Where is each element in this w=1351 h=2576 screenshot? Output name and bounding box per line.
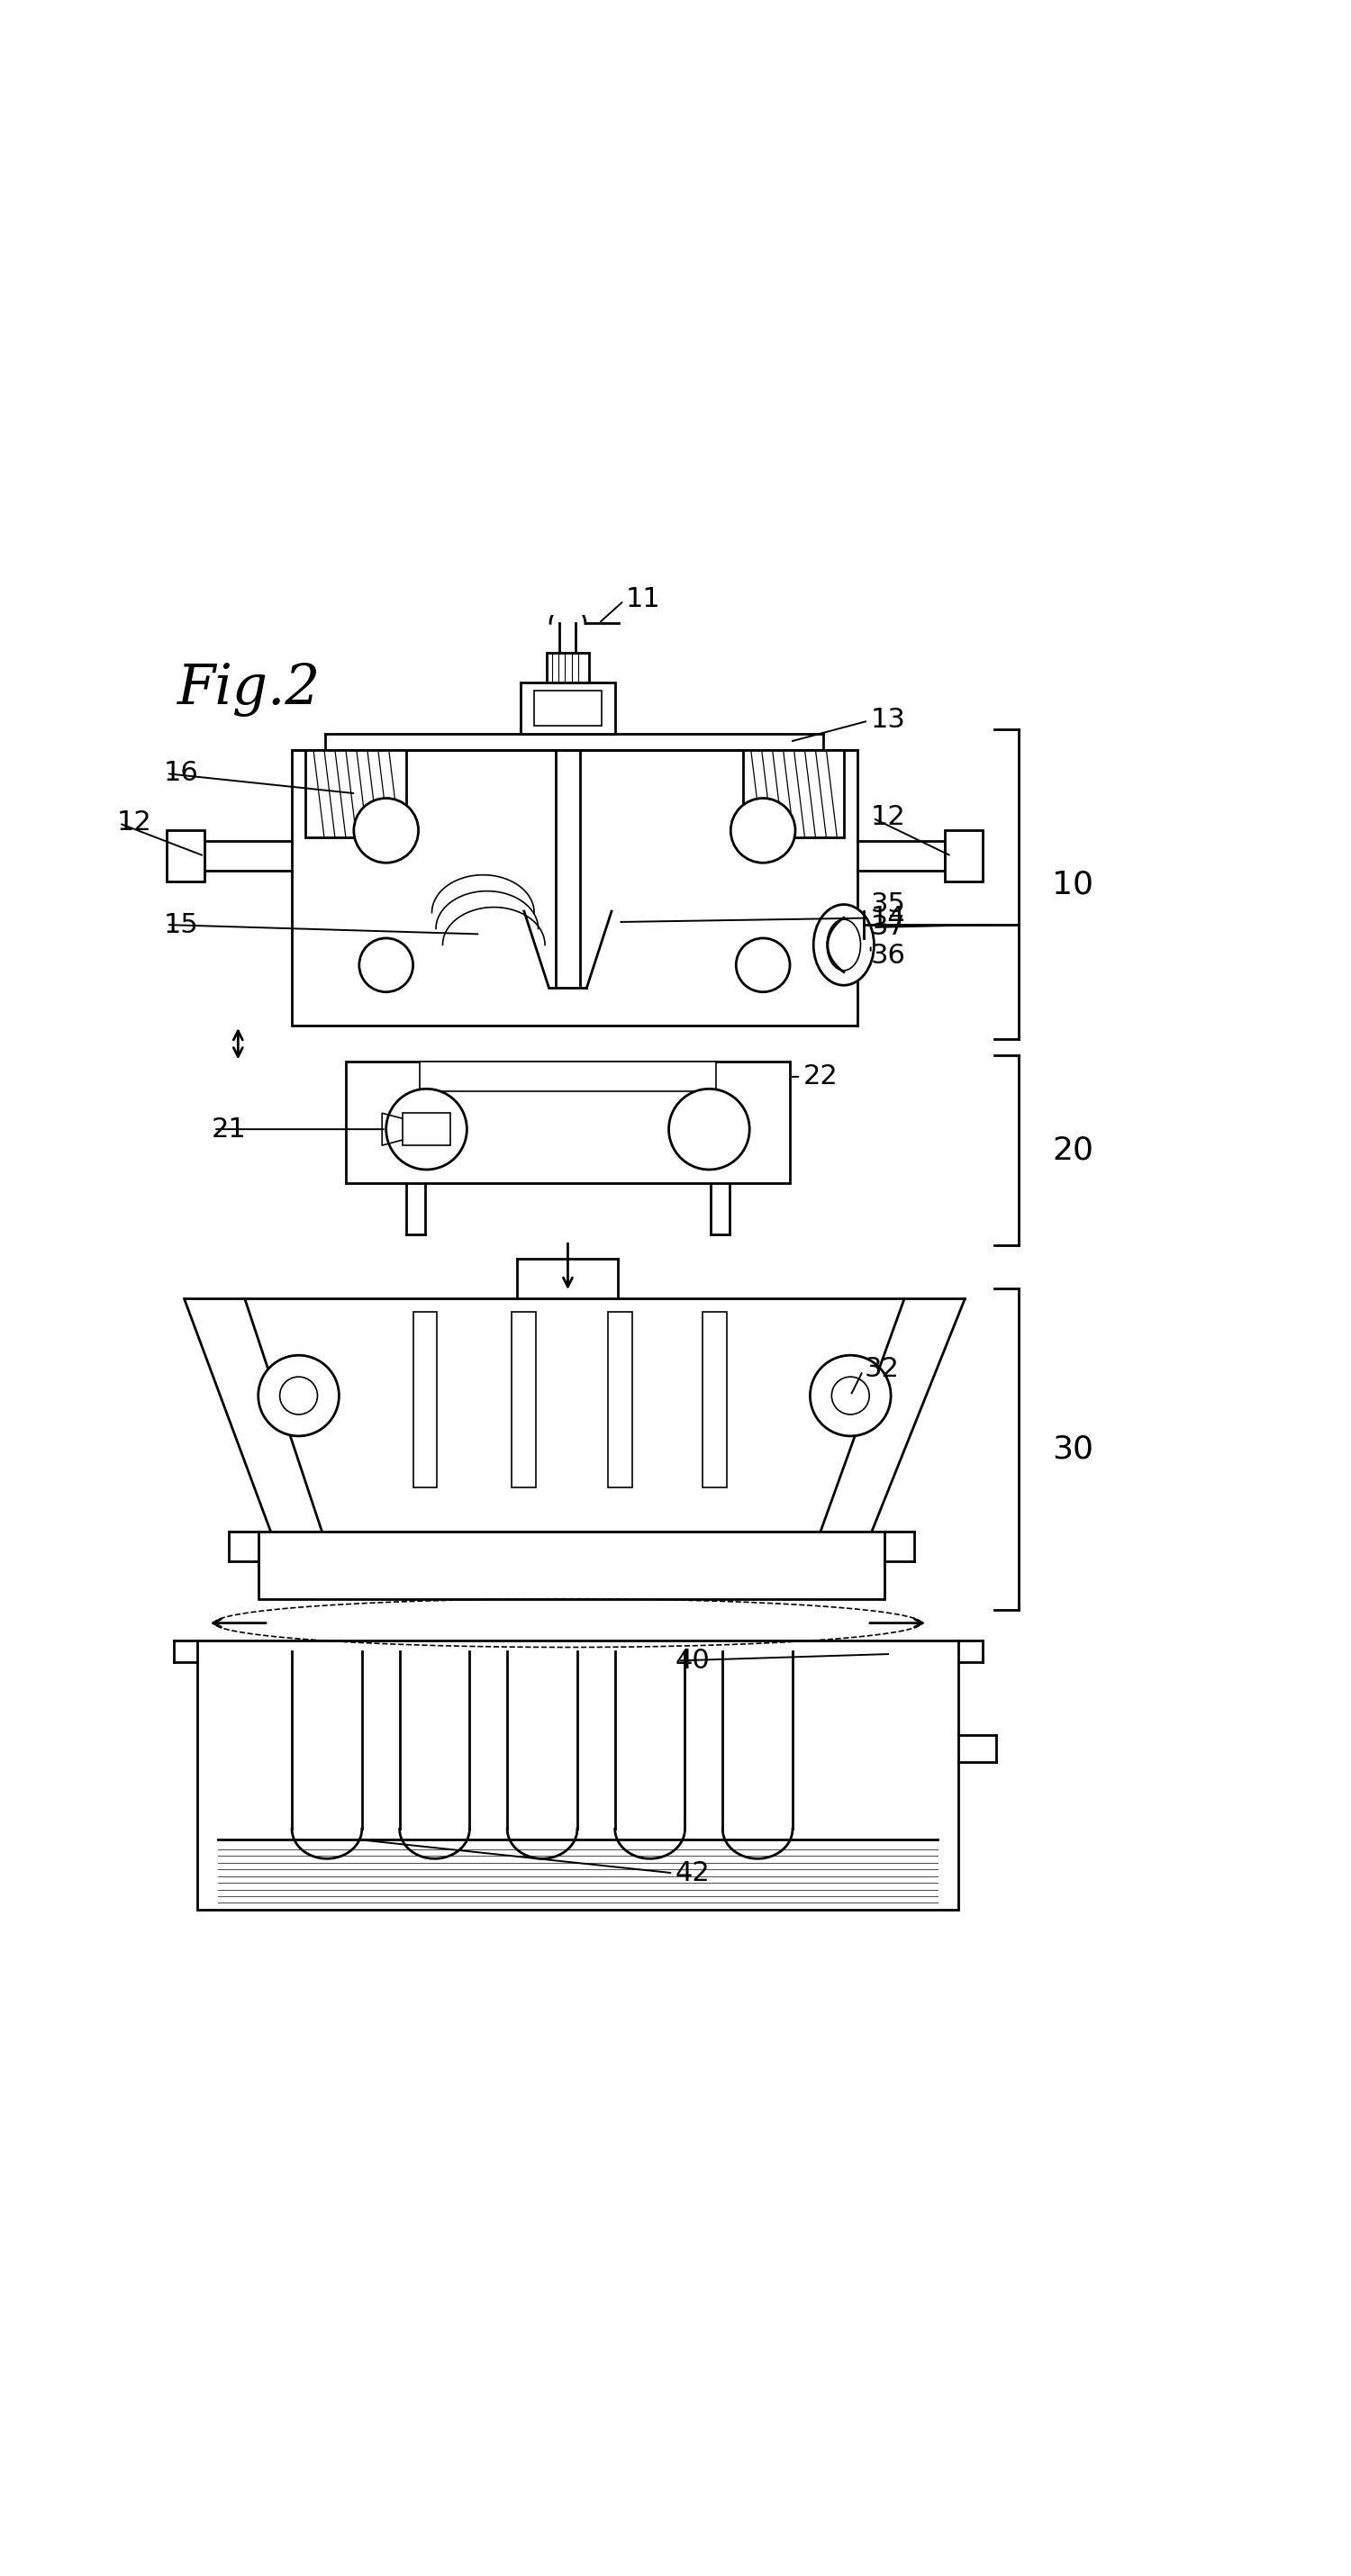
Bar <box>197 1641 958 1909</box>
Bar <box>292 750 857 1025</box>
Bar <box>944 829 982 881</box>
Bar <box>608 1311 632 1486</box>
Bar <box>534 690 601 726</box>
Text: 13: 13 <box>870 706 905 734</box>
Bar <box>743 750 844 837</box>
Bar <box>403 1113 451 1146</box>
Text: 22: 22 <box>804 1064 838 1090</box>
Text: Fig.2: Fig.2 <box>177 662 322 716</box>
Text: 12: 12 <box>870 804 905 829</box>
Bar <box>258 1533 884 1600</box>
Text: 30: 30 <box>1052 1432 1094 1463</box>
Circle shape <box>811 1355 890 1435</box>
Circle shape <box>280 1376 317 1414</box>
Bar <box>511 1311 535 1486</box>
Text: 42: 42 <box>676 1860 711 1886</box>
Bar <box>413 1311 438 1486</box>
Text: 35: 35 <box>870 891 905 917</box>
Bar <box>346 1061 790 1182</box>
Ellipse shape <box>813 904 874 984</box>
Ellipse shape <box>827 920 861 971</box>
Circle shape <box>386 1090 467 1170</box>
Circle shape <box>258 1355 339 1435</box>
Circle shape <box>354 799 419 863</box>
Text: 16: 16 <box>163 760 199 786</box>
Circle shape <box>669 1090 750 1170</box>
Bar <box>520 683 615 734</box>
Circle shape <box>359 938 413 992</box>
Text: 37: 37 <box>870 914 905 940</box>
Bar <box>703 1311 727 1486</box>
Text: 15: 15 <box>163 912 199 938</box>
Text: 10: 10 <box>1052 868 1094 899</box>
Circle shape <box>731 799 796 863</box>
Bar <box>166 829 204 881</box>
Text: 14: 14 <box>870 904 905 930</box>
Text: 36: 36 <box>870 943 905 969</box>
Text: 40: 40 <box>676 1649 711 1674</box>
Bar <box>546 652 589 683</box>
Text: 32: 32 <box>863 1355 898 1381</box>
Circle shape <box>736 938 790 992</box>
Bar <box>305 750 407 837</box>
Text: 12: 12 <box>118 809 151 835</box>
Circle shape <box>832 1376 869 1414</box>
Text: 11: 11 <box>626 585 661 613</box>
Text: 21: 21 <box>211 1115 246 1141</box>
Text: 20: 20 <box>1052 1136 1094 1164</box>
Bar <box>420 1061 716 1092</box>
